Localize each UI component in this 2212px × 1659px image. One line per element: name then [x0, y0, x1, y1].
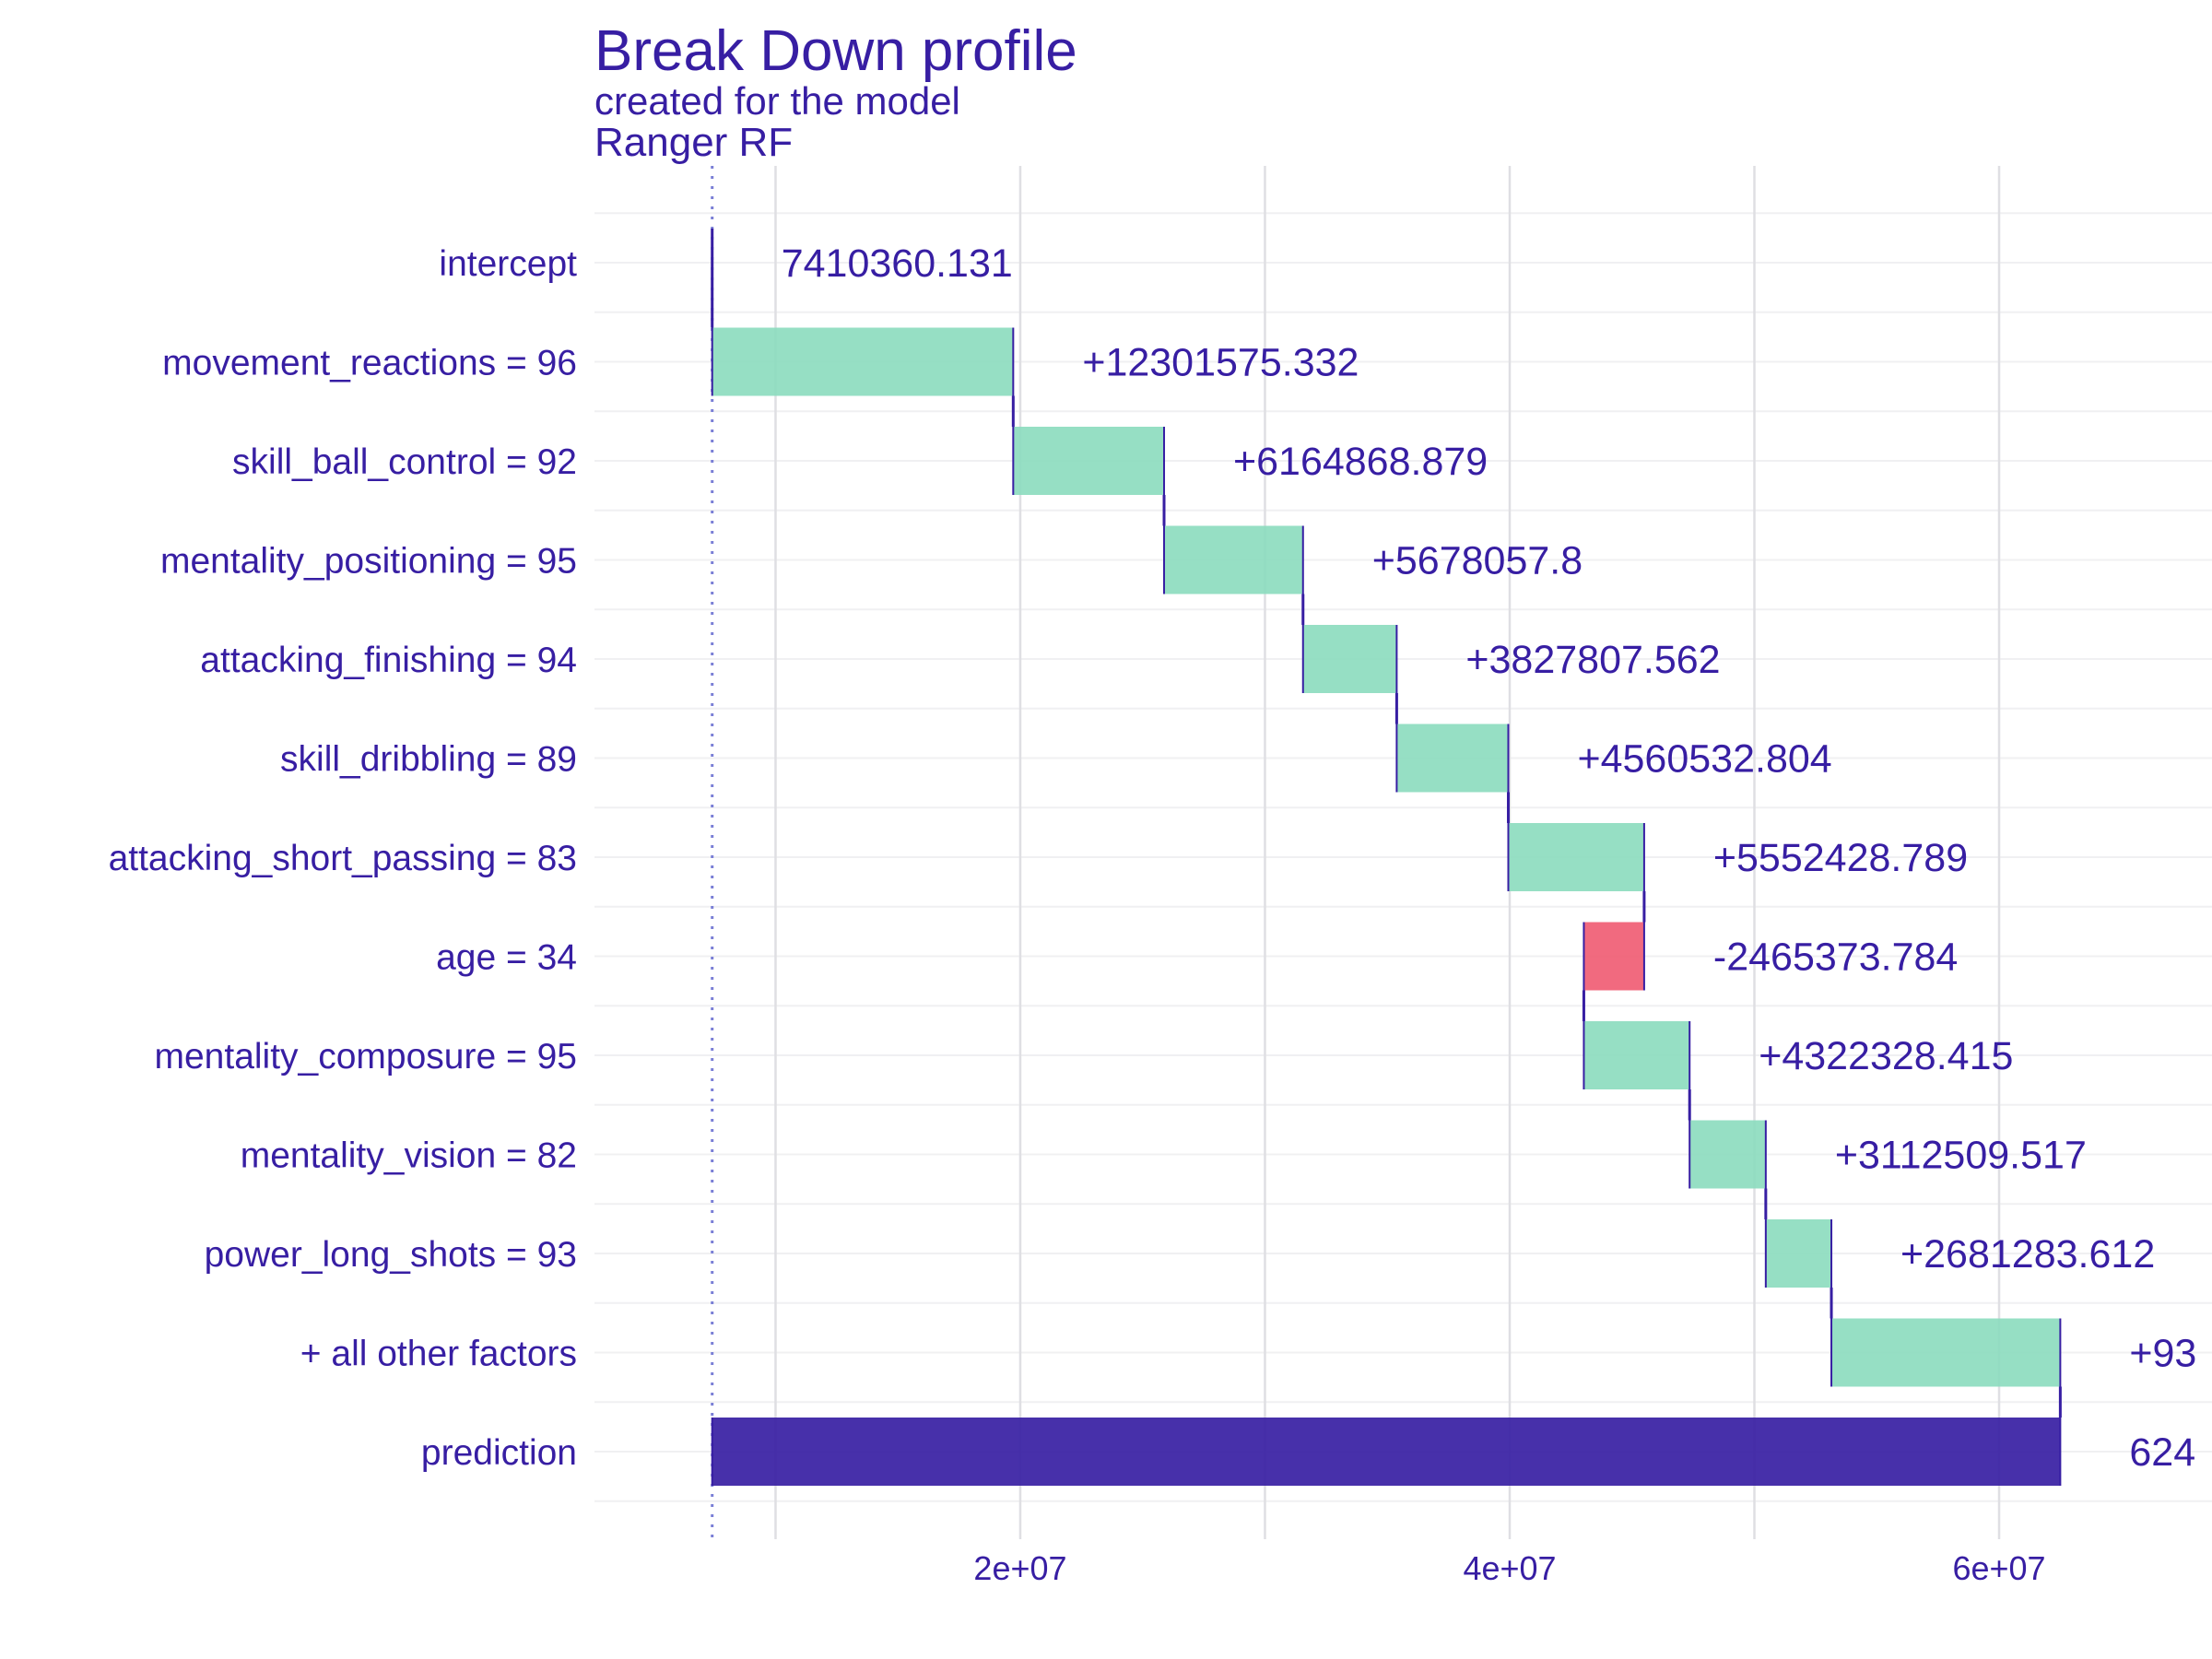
- value-label: 624: [2129, 1430, 2195, 1475]
- bar-positive: [712, 327, 1014, 396]
- chart-subtitle-line-1: created for the model: [594, 79, 960, 123]
- category-label: mentality_composure = 95: [155, 1037, 578, 1077]
- category-label: age = 34: [436, 938, 577, 978]
- bar-positive: [1396, 724, 1509, 793]
- bar-positive: [1508, 823, 1644, 891]
- bar-negative: [1583, 922, 1644, 991]
- bar-positive: [1689, 1120, 1766, 1189]
- category-label: power_long_shots = 93: [205, 1235, 577, 1275]
- bar-positive: [1831, 1318, 2061, 1387]
- value-label: +4560532.804: [1577, 737, 1831, 782]
- x-tick-label: 6e+07: [1952, 1549, 2045, 1587]
- value-label: +4322328.415: [1759, 1034, 2013, 1078]
- bars-layer: [711, 229, 2062, 1486]
- x-axis: 2e+07 4e+07 6e+07: [973, 1549, 2045, 1587]
- labels-layer: intercept 7410360.131 movement_reactions =…: [109, 241, 2197, 1475]
- category-label: skill_dribbling = 89: [280, 740, 577, 780]
- category-label: movement_reactions = 96: [162, 344, 577, 383]
- chart-title: Break Down profile: [594, 19, 1077, 83]
- x-tick-label: 4e+07: [1463, 1549, 1556, 1587]
- value-label: +5678057.8: [1372, 539, 1583, 583]
- value-label: +5552428.789: [1713, 836, 1968, 880]
- value-label: -2465373.784: [1713, 935, 1958, 980]
- bar-positive: [1765, 1219, 1832, 1288]
- category-label: attacking_finishing = 94: [200, 641, 577, 680]
- value-label: +12301575.332: [1082, 341, 1359, 385]
- value-label: +6164868.879: [1233, 440, 1488, 484]
- value-label: 7410360.131: [782, 241, 1013, 286]
- category-label: mentality_positioning = 95: [160, 542, 577, 582]
- value-label: +2681283.612: [1900, 1232, 2155, 1277]
- bar-positive: [1013, 427, 1165, 495]
- title-block: Break Down profile created for the model…: [571, 0, 1309, 165]
- category-label: attacking_short_passing = 83: [109, 839, 577, 878]
- category-label: skill_ball_control = 92: [232, 442, 577, 482]
- value-label: +3827807.562: [1465, 638, 1720, 682]
- value-label: +3112509.517: [1835, 1134, 2087, 1178]
- bar-positive: [1164, 525, 1303, 594]
- category-label: mentality_vision = 82: [241, 1136, 577, 1176]
- bar-positive: [1302, 625, 1397, 693]
- category-label: intercept: [439, 244, 577, 284]
- category-label: + all other factors: [300, 1335, 577, 1374]
- category-label: prediction: [421, 1433, 577, 1473]
- bar-prediction: [712, 1418, 2061, 1486]
- chart-subtitle-line-2: Ranger RF: [594, 120, 793, 165]
- value-label: +93: [2129, 1332, 2196, 1376]
- bar-positive: [1583, 1021, 1690, 1089]
- x-tick-label: 2e+07: [973, 1549, 1066, 1587]
